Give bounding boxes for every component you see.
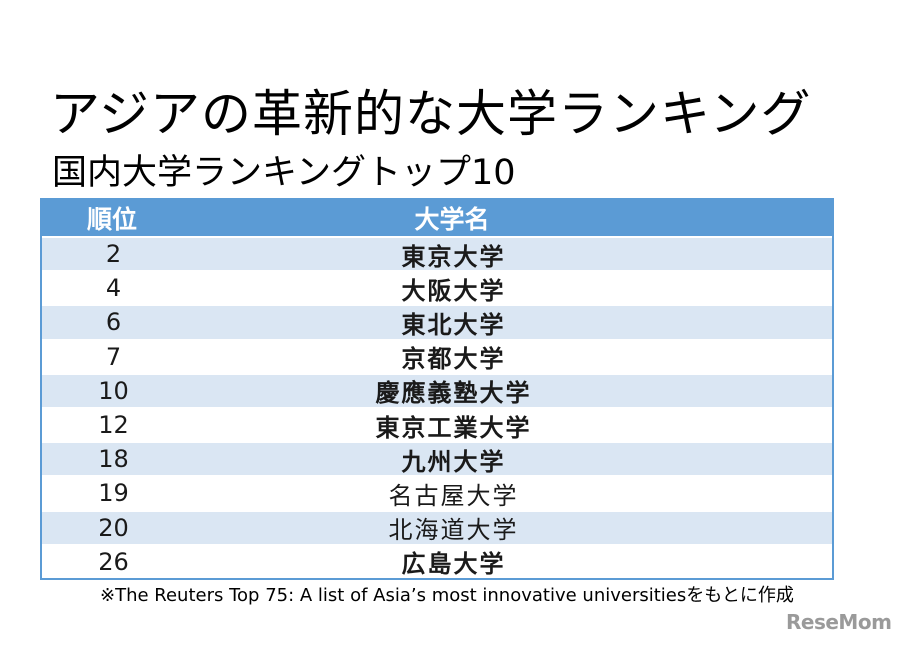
table-row: 4 大阪大学 (42, 270, 832, 305)
table-row: 7 京都大学 (42, 338, 832, 374)
table-row: 19 名古屋大学 (42, 475, 832, 510)
table-row: 20 北海道大学 (42, 509, 832, 545)
table-row: 2 東京大学 (42, 236, 832, 271)
source-footnote: ※The Reuters Top 75: A list of Asia’s mo… (100, 585, 794, 606)
row-rank: 2 (105, 240, 122, 269)
row-rank: 6 (105, 308, 122, 337)
row-name: 東京工業大学 (375, 413, 532, 442)
header-rank: 順位 (86, 205, 137, 234)
page-title: アジアの革新的な大学ランキング (50, 85, 812, 143)
row-name: 東北大学 (401, 310, 506, 339)
resemom-logo: ReseMom (786, 610, 892, 634)
header-name: 大学名 (414, 205, 490, 234)
row-rank: 7 (105, 342, 122, 371)
row-rank: 26 (98, 547, 129, 576)
table-body: 2 東京大学 4 大阪大学 6 東北大学 7 京都大学 10 慶應義塾大学 12… (42, 236, 832, 578)
page-subtitle: 国内大学ランキングトップ10 (52, 153, 516, 193)
table-row: 10 慶應義塾大学 (42, 372, 832, 408)
table-row: 12 東京工業大学 (42, 406, 832, 442)
table-row: 18 九州大学 (42, 441, 832, 476)
table-row: 26 広島大学 (42, 543, 832, 579)
ranking-table: 順位 大学名 2 東京大学 4 大阪大学 6 東北大学 7 京都大学 10 慶應… (40, 198, 834, 580)
row-name: 慶應義塾大学 (375, 379, 532, 408)
row-name: 広島大学 (401, 550, 506, 579)
row-rank: 18 (98, 445, 129, 474)
row-name: 大阪大学 (401, 276, 506, 305)
row-rank: 19 (98, 479, 129, 508)
row-name: 京都大学 (401, 345, 506, 374)
row-name: 九州大学 (401, 447, 506, 476)
row-rank: 12 (98, 411, 129, 440)
row-rank: 10 (98, 376, 129, 405)
row-name: 東京大学 (401, 242, 506, 271)
row-rank: 20 (98, 513, 129, 542)
table-header: 順位 大学名 (42, 200, 832, 236)
table-row: 6 東北大学 (42, 304, 832, 339)
row-name: 北海道大学 (388, 516, 519, 545)
row-rank: 4 (105, 274, 122, 303)
row-name: 名古屋大学 (388, 481, 519, 510)
